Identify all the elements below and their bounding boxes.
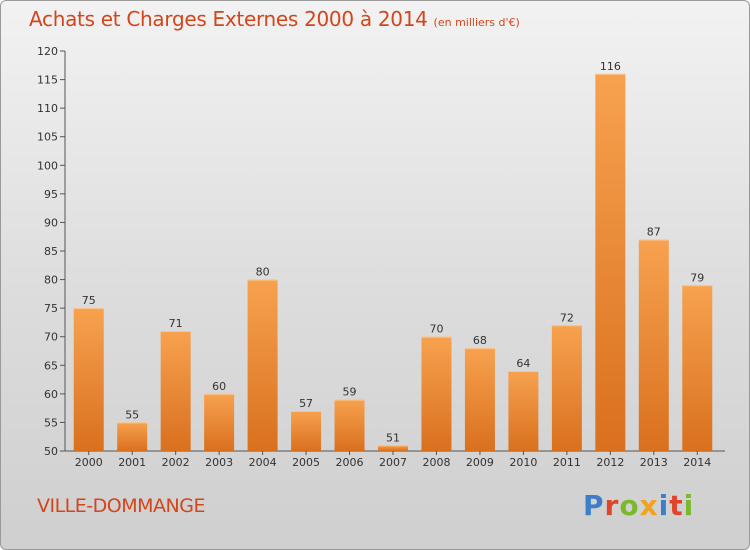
bar-2013[interactable]: 87 — [638, 226, 669, 451]
bar-2014[interactable]: 79 — [682, 271, 713, 451]
bar[interactable] — [638, 239, 669, 451]
bar-value-label: 55 — [125, 408, 139, 421]
bar-value-label: 59 — [343, 386, 357, 399]
bar-value-label: 60 — [212, 380, 226, 393]
bar-value-label: 75 — [82, 294, 96, 307]
bar-value-label: 70 — [429, 323, 443, 336]
y-tick-label: 75 — [44, 302, 58, 315]
x-tick-label: 2012 — [596, 456, 624, 469]
bar[interactable] — [595, 73, 626, 451]
bar[interactable] — [117, 422, 148, 451]
logo-letter: o — [619, 489, 640, 522]
y-tick-label: 55 — [44, 416, 58, 429]
x-tick-label: 2000 — [75, 456, 103, 469]
x-tick-label: 2004 — [249, 456, 277, 469]
bar[interactable] — [508, 371, 539, 451]
bar-2000[interactable]: 75 — [73, 294, 104, 451]
y-axis: 50 55 60 65 70 75 80 85 90 95 100 105 110 115 120 — [37, 45, 66, 458]
bar-value-label: 71 — [169, 317, 183, 330]
x-tick-label: 2010 — [509, 456, 537, 469]
bar[interactable] — [682, 285, 713, 451]
bar[interactable] — [204, 393, 235, 451]
x-tick-label: 2002 — [162, 456, 190, 469]
bar-2011[interactable]: 72 — [551, 311, 582, 451]
x-axis: 2000 2001 2002 2003 2004 2005 2006 2007 2008 2009… — [65, 450, 725, 469]
bar[interactable] — [291, 411, 322, 451]
y-tick-label: 105 — [37, 131, 58, 144]
bar[interactable] — [378, 445, 408, 451]
x-tick-label: 2005 — [292, 456, 320, 469]
chart-subtitle: (en milliers d'€) — [433, 16, 520, 29]
bar-2003[interactable]: 60 — [204, 380, 235, 451]
bar-2007[interactable]: 51 — [378, 431, 408, 451]
bar-2008[interactable]: 70 — [421, 323, 452, 451]
bar-value-label: 80 — [256, 266, 270, 279]
x-tick-label: 2011 — [553, 456, 581, 469]
bar-value-label: 87 — [647, 226, 661, 239]
y-tick-label: 100 — [37, 159, 58, 172]
y-tick-label: 120 — [37, 45, 58, 58]
y-tick-label: 110 — [37, 102, 58, 115]
x-tick-label: 2009 — [466, 456, 494, 469]
bar-value-label: 72 — [560, 311, 574, 324]
x-tick-label: 2013 — [640, 456, 668, 469]
bar[interactable] — [160, 331, 191, 451]
x-tick-label: 2014 — [683, 456, 711, 469]
y-tick-label: 95 — [44, 188, 58, 201]
logo-letter: x — [639, 489, 659, 522]
bar-2001[interactable]: 55 — [117, 408, 148, 451]
x-tick-label: 2001 — [118, 456, 146, 469]
bar-2006[interactable]: 59 — [334, 386, 365, 451]
y-tick-label: 85 — [44, 245, 58, 258]
logo-letter: i — [658, 489, 670, 522]
y-tick-label: 80 — [44, 274, 58, 287]
bar-value-label: 64 — [516, 357, 530, 370]
town-name: VILLE-DOMMANGE — [37, 495, 205, 517]
bar-2010[interactable]: 64 — [508, 357, 539, 451]
y-tick-label: 65 — [44, 359, 58, 372]
bar-2005[interactable]: 57 — [291, 397, 322, 451]
y-tick-label: 70 — [44, 331, 58, 344]
x-tick-label: 2007 — [379, 456, 407, 469]
logo-letter: t — [669, 489, 684, 522]
chart-title-text: Achats et Charges Externes 2000 à 2014 — [29, 7, 428, 31]
x-tick-label: 2006 — [336, 456, 364, 469]
bar-value-label: 79 — [690, 271, 704, 284]
y-tick-label: 60 — [44, 388, 58, 401]
logo-letter: i — [683, 489, 695, 522]
bar[interactable] — [421, 336, 452, 451]
y-tick-label: 90 — [44, 216, 58, 229]
logo-letter: r — [604, 489, 620, 522]
logo-letter: P — [583, 489, 605, 522]
bar-value-label: 116 — [600, 60, 621, 73]
x-tick-label: 2003 — [205, 456, 233, 469]
bar-2009[interactable]: 68 — [464, 334, 495, 451]
bar[interactable] — [551, 325, 582, 451]
y-tick-label: 50 — [44, 445, 58, 458]
bar-2012[interactable]: 116 — [595, 60, 626, 451]
x-tick-label: 2008 — [422, 456, 450, 469]
bar-2004[interactable]: 80 — [247, 266, 278, 451]
bar[interactable] — [73, 308, 104, 451]
bar-value-label: 68 — [473, 334, 487, 347]
bar[interactable] — [464, 348, 495, 451]
bar-value-label: 57 — [299, 397, 313, 410]
chart-title: Achats et Charges Externes 2000 à 2014 (e… — [29, 7, 520, 31]
bar-2002[interactable]: 71 — [160, 317, 191, 451]
bars-group: 75 55 71 60 80 57 59 51 70 68 64 72 116 87 79 — [73, 60, 713, 451]
bar[interactable] — [247, 279, 278, 451]
bar[interactable] — [334, 399, 365, 451]
proxiti-logo[interactable]: Proxiti — [583, 489, 694, 522]
bar-value-label: 51 — [386, 431, 400, 444]
y-tick-label: 115 — [37, 74, 58, 87]
